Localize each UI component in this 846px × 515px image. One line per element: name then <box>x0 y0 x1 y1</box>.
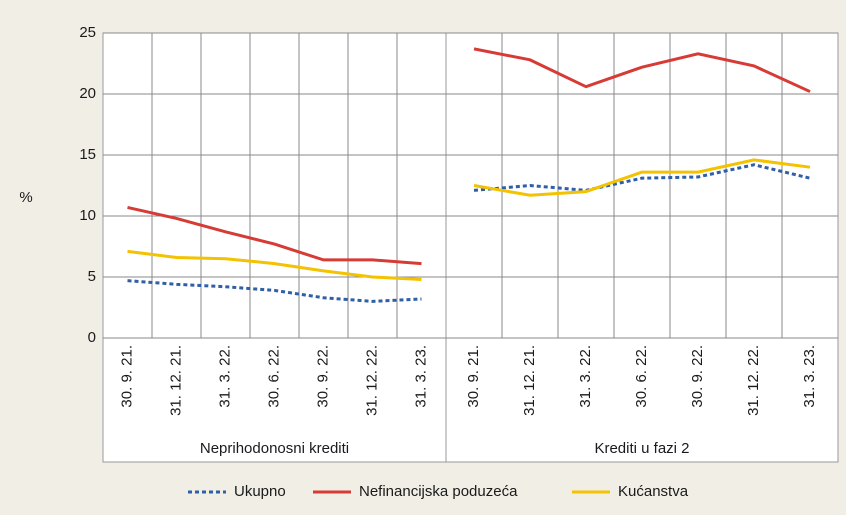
x-tick-label: 30. 6. 22. <box>265 345 282 408</box>
line-series <box>473 158 811 197</box>
x-tick-label: 30. 9. 22. <box>314 345 331 408</box>
x-tick-label: 31. 3. 23. <box>801 345 818 408</box>
line-series <box>127 205 422 266</box>
legend-label: Ukupno <box>234 483 286 500</box>
x-tick-label: 31. 12. 22. <box>363 345 380 416</box>
y-tick-label: 10 <box>79 207 96 224</box>
legend-label: Kućanstva <box>618 483 689 500</box>
y-tick-label: 25 <box>79 24 96 41</box>
x-tick-label: 31. 12. 21. <box>167 345 184 416</box>
y-axis-label: % <box>19 189 32 206</box>
line-series <box>473 163 811 192</box>
panel-title: Krediti u fazi 2 <box>594 440 689 457</box>
x-tick-label: 31. 12. 21. <box>521 345 538 416</box>
x-tick-label: 31. 3. 23. <box>412 345 429 408</box>
panel-title: Neprihodonosni krediti <box>200 440 349 457</box>
line-series <box>473 47 811 93</box>
line-series <box>127 279 422 303</box>
legend-label: Nefinancijska poduzeća <box>359 483 518 500</box>
y-tick-label: 5 <box>88 268 96 285</box>
x-tick-label: 31. 12. 22. <box>745 345 762 416</box>
x-tick-label: 30. 6. 22. <box>633 345 650 408</box>
x-tick-label: 31. 3. 22. <box>216 345 233 408</box>
plot-background <box>102 32 839 463</box>
line-series <box>127 249 422 281</box>
x-tick-label: 31. 3. 22. <box>577 345 594 408</box>
x-tick-label: 30. 9. 21. <box>118 345 135 408</box>
x-tick-label: 30. 9. 22. <box>689 345 706 408</box>
y-tick-label: 20 <box>79 85 96 102</box>
y-tick-label: 0 <box>88 329 96 346</box>
y-tick-label: 15 <box>79 146 96 163</box>
x-tick-label: 30. 9. 21. <box>465 345 482 408</box>
